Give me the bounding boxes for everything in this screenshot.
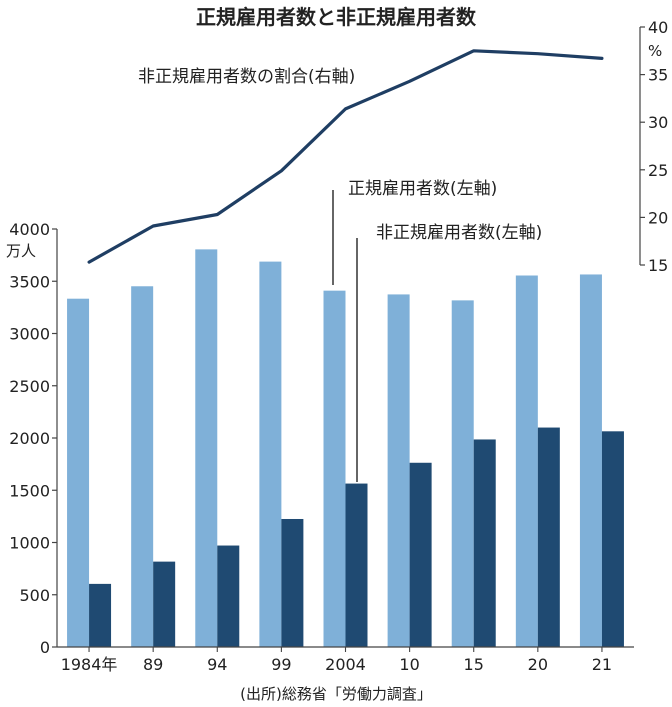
x-tick-label: 99: [271, 655, 291, 674]
left-tick-label: 3500: [9, 272, 50, 291]
bar-irregular: [281, 518, 304, 647]
bar-irregular: [345, 483, 368, 647]
x-tick-label: 10: [399, 655, 419, 674]
x-tick-label: 21: [592, 655, 612, 674]
left-axis: 0 500 1000 1500 2000 2500 3000 3500 4000: [9, 220, 58, 657]
bar-regular: [579, 274, 602, 647]
bar-regular: [515, 275, 538, 647]
left-tick-label: 500: [19, 586, 50, 605]
right-tick-label: 40: [648, 18, 668, 37]
right-tick-label: 15: [648, 256, 668, 275]
bar-series-group: [67, 249, 624, 647]
left-tick-label: 2000: [9, 429, 50, 448]
bar-irregular: [153, 561, 176, 647]
x-tick-label: 1984年: [61, 655, 118, 674]
right-axis: 15 20 25 30 35 40: [639, 18, 668, 275]
bar-regular: [323, 290, 346, 647]
annotation-group: 非正規雇用者数の割合(右軸) 正規雇用者数(左軸) 非正規雇用者数(左軸): [138, 67, 542, 482]
left-tick-label: 1500: [9, 481, 50, 500]
left-tick-label: 0: [40, 638, 50, 657]
left-axis-unit: 万人: [6, 242, 36, 260]
bar-regular: [131, 286, 154, 647]
left-tick-label: 3000: [9, 325, 50, 344]
bar-irregular: [409, 462, 432, 647]
bar-regular: [259, 261, 282, 647]
x-tick-label: 2004: [325, 655, 366, 674]
x-tick-label: 89: [143, 655, 163, 674]
line-series-label: 非正規雇用者数の割合(右軸): [138, 67, 355, 87]
bar-regular: [451, 300, 474, 647]
line-series-path: [87, 49, 604, 264]
bar-irregular: [473, 439, 496, 647]
right-tick-label: 25: [648, 161, 668, 180]
x-tick-label: 20: [528, 655, 548, 674]
right-axis-unit: %: [648, 42, 662, 60]
chart-title: 正規雇用者数と非正規雇用者数: [196, 5, 477, 29]
right-tick-label: 30: [648, 113, 668, 132]
left-tick-label: 2500: [9, 377, 50, 396]
x-axis: 1984年 89 94 99 2004 10 15 20 21: [57, 646, 634, 674]
x-tick-label: 94: [207, 655, 227, 674]
right-tick-label: 20: [648, 208, 668, 227]
bar-regular: [67, 298, 90, 647]
bar-regular: [387, 294, 410, 647]
x-tick-label: 15: [464, 655, 484, 674]
bar-irregular: [601, 431, 624, 647]
bar-irregular: [537, 427, 560, 647]
bar-series-label-2: 非正規雇用者数(左軸): [376, 223, 542, 243]
left-tick-label: 1000: [9, 534, 50, 553]
source-label: (出所)総務省「労働力調査」: [240, 685, 432, 703]
bar-irregular: [217, 545, 240, 647]
bar-regular: [195, 249, 218, 647]
bar-irregular: [89, 583, 112, 647]
right-tick-label: 35: [648, 66, 668, 85]
bar-series-label-1: 正規雇用者数(左軸): [348, 179, 497, 199]
left-tick-label: 4000: [9, 220, 50, 239]
line-series-group: [87, 49, 604, 264]
